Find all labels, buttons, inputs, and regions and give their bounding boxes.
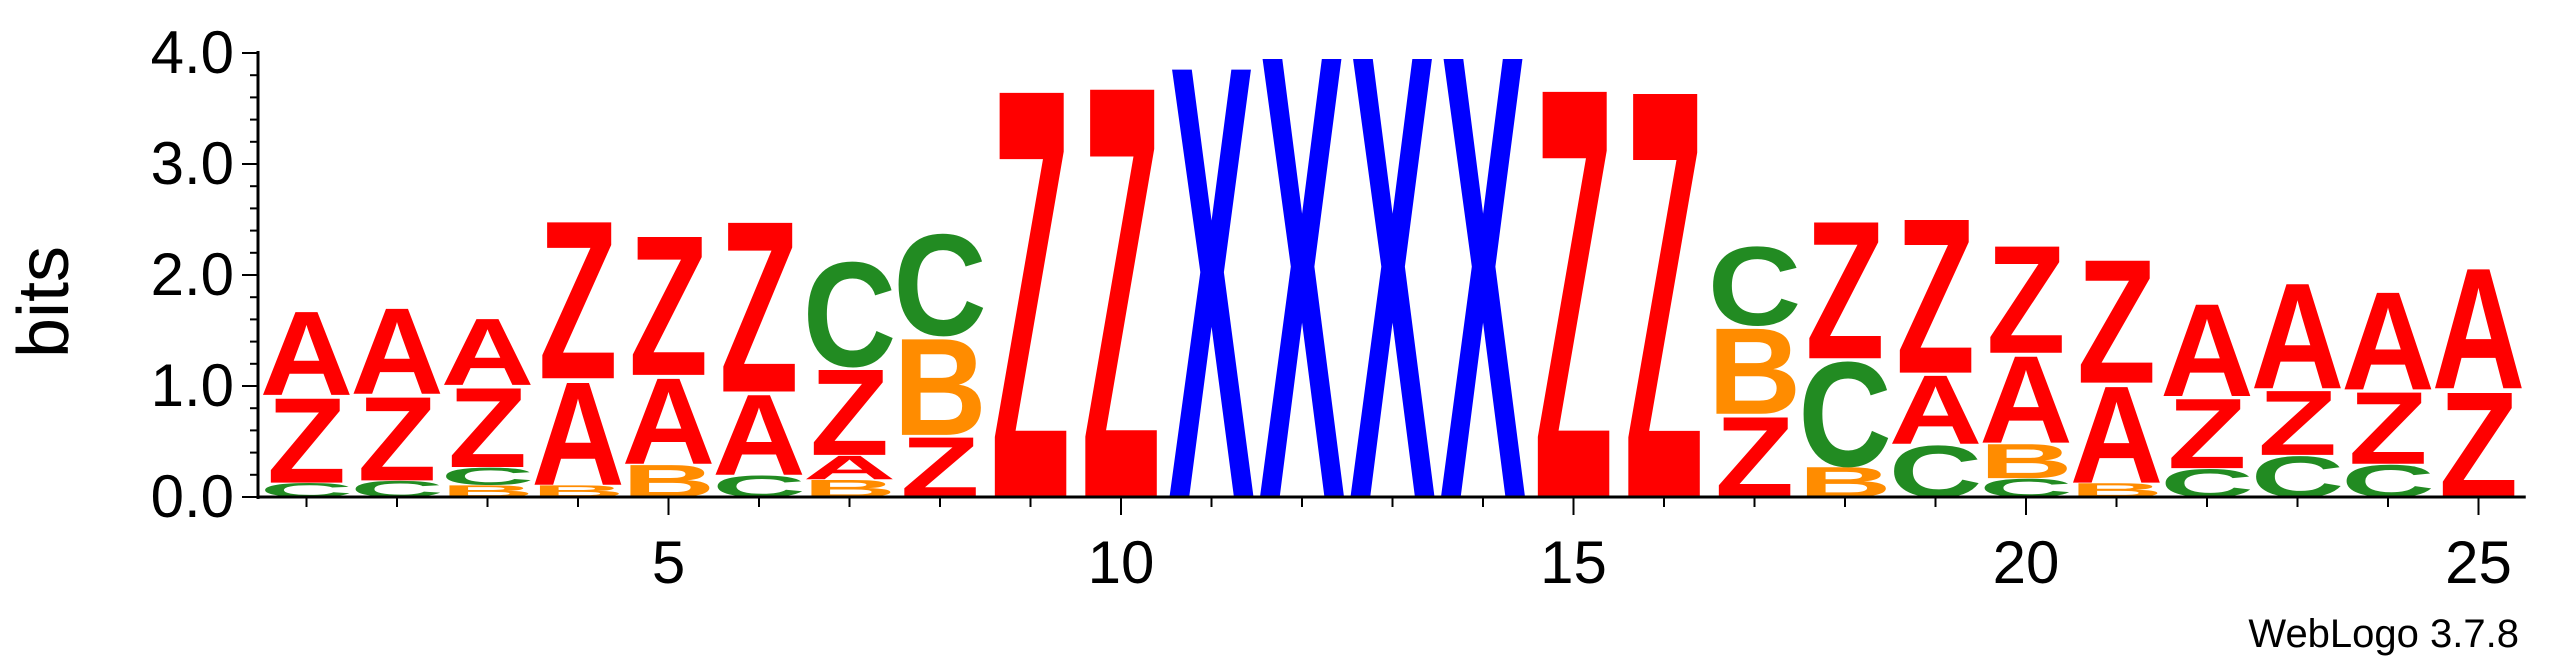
y-axis-label: bits [4,246,84,358]
letter-C-pos-3: C [441,463,534,491]
stack-position-9: Z [991,0,1070,623]
letter-A-pos-7: A [803,449,896,487]
letter-Z-pos-6: Z [719,170,798,444]
y-tick-label: 3.0 [151,130,234,197]
letter-A-pos-5: A [622,352,715,490]
letter-Z-pos-21: Z [2077,223,2156,421]
letter-B-pos-20: B [1979,433,2072,488]
stack-position-2: CZA [350,283,443,507]
axes: 0.0 1.0 2.0 3.0 4.0 5 10 15 20 25 [151,19,2526,596]
letter-B-pos-17: B [1708,303,1801,441]
stack-position-23: CZA [2251,252,2344,510]
letter-Z-pos-15: Z [1534,0,1613,623]
letter-Z-pos-19: Z [1896,172,1975,420]
letter-Z-pos-5: Z [629,193,708,418]
letter-C-pos-7: C [803,230,896,398]
letter-Z-pos-1: Z [267,372,346,509]
stack-position-19: CAZ [1889,172,1982,513]
letter-Z-pos-23: Z [2258,371,2337,475]
letter-Z-pos-18: Z [1805,181,1884,401]
stack-position-6: CAZ [712,170,805,503]
letter-A-pos-21: A [2070,358,2163,512]
letter-A-pos-24: A [2341,263,2434,420]
letter-A-pos-1: A [260,287,353,421]
letter-A-pos-4: A [531,352,624,517]
letter-Z-pos-4: Z [538,174,617,427]
letter-Z-pos-22: Z [2167,377,2246,490]
letter-A-pos-22: A [2160,276,2253,425]
letter-Z-pos-16: Z [1624,0,1703,621]
stack-position-13: X [1349,0,1436,633]
x-tick-label: 20 [1993,529,2060,596]
letter-Z-pos-24: Z [2348,370,2427,486]
y-tick-label: 1.0 [151,352,234,419]
letter-X-pos-13: X [1349,0,1436,633]
stack-position-1: CZA [260,287,353,509]
stack-position-21: BAZ [2070,223,2163,513]
letter-B-pos-8: B [893,311,986,465]
letter-A-pos-2: A [350,283,443,421]
letter-Z-pos-10: Z [1081,0,1160,623]
x-tick-label: 25 [2445,529,2512,596]
stack-position-16: Z [1624,0,1703,621]
stack-position-15: Z [1534,0,1613,623]
x-tick-label: 5 [652,529,685,596]
stack-position-11: X [1168,0,1255,630]
stack-position-22: CZA [2160,276,2253,506]
x-tick-label: 15 [1540,529,1607,596]
letter-A-pos-19: A [1889,355,1982,465]
letter-Z-pos-3: Z [448,364,527,491]
letter-A-pos-6: A [712,371,805,500]
y-tick-label: 4.0 [151,19,234,86]
letter-A-pos-23: A [2251,252,2344,421]
letter-C-pos-17: C [1708,223,1801,349]
letter-A-pos-3: A [441,299,534,406]
letter-C-pos-8: C [893,205,986,366]
stack-position-24: CZA [2341,263,2434,507]
stack-position-4: BAZ [531,174,624,516]
y-tick-label: 2.0 [151,241,234,308]
letter-X-pos-14: X [1440,0,1527,633]
letter-X-pos-12: X [1259,0,1346,633]
stack-position-17: ZBC [1708,223,1801,523]
letter-A-pos-20: A [1979,330,2072,469]
stack-position-5: BAZ [622,193,715,507]
stack-position-8: ZBC [893,205,986,516]
stack-position-18: BCZ [1798,181,1891,507]
y-tick-label: 0.0 [151,463,234,530]
letter-A-pos-25: A [2432,233,2525,425]
letter-Z-pos-2: Z [357,373,436,507]
stack-position-14: X [1440,0,1527,633]
letter-Z-pos-9: Z [991,0,1070,623]
weblogo-credit: WebLogo 3.7.8 [2248,612,2519,656]
letter-X-pos-11: X [1168,0,1255,630]
stack-position-25: ZA [2432,233,2525,529]
letter-C-pos-18: C [1798,330,1891,498]
x-tick-label: 10 [1088,529,1155,596]
letter-Z-pos-7: Z [810,344,889,482]
stack-position-10: Z [1081,0,1160,623]
letter-Z-pos-20: Z [1986,214,2065,386]
stack-position-12: X [1259,0,1346,633]
